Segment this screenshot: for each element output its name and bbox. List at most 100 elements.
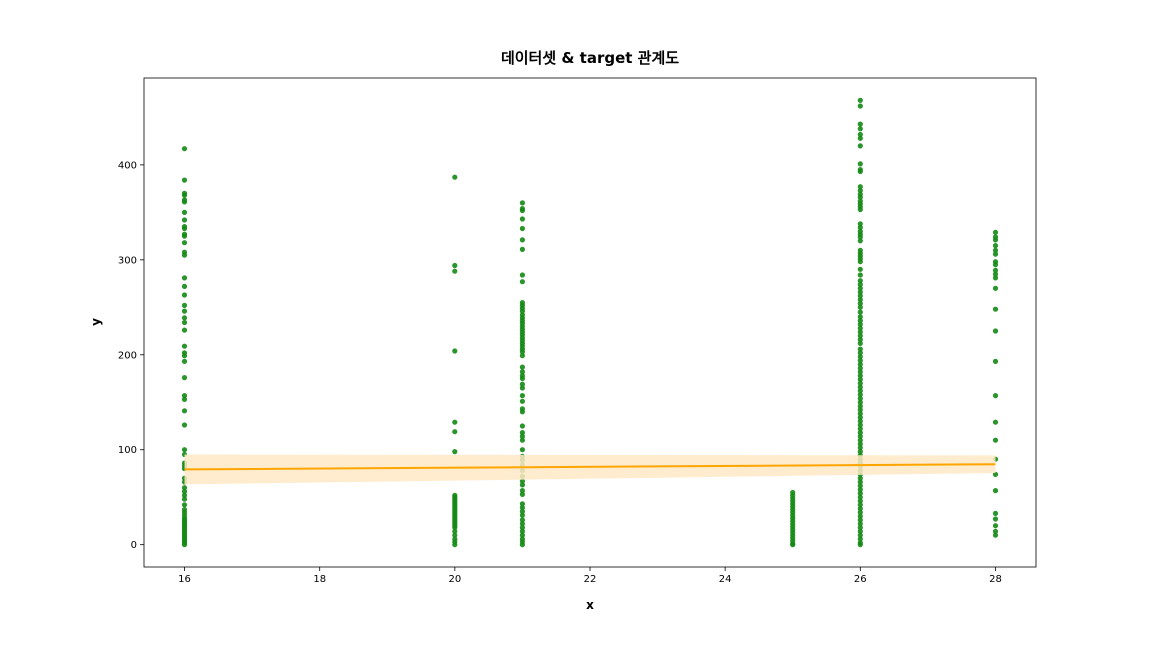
data-point [857, 325, 863, 331]
data-point [857, 224, 863, 231]
data-point [519, 308, 526, 314]
data-point [519, 369, 526, 375]
data-point [181, 233, 188, 239]
data-point [857, 411, 863, 417]
data-point [452, 419, 458, 425]
x-tick-label: 20 [448, 574, 461, 585]
regression-line [184, 463, 996, 471]
data-point [992, 237, 999, 243]
data-point [857, 131, 863, 138]
data-point [857, 392, 863, 398]
data-point [452, 268, 458, 274]
data-point [857, 521, 863, 527]
data-point [857, 430, 863, 436]
data-point [181, 343, 188, 349]
data-point [857, 528, 863, 535]
data-point [857, 346, 863, 352]
data-point [857, 369, 863, 375]
data-point [857, 426, 863, 432]
data-point [857, 509, 863, 515]
data-point [857, 103, 863, 109]
data-point [519, 437, 526, 443]
data-point [519, 207, 526, 214]
y-tick-label: 300 [118, 255, 137, 266]
data-point [857, 498, 863, 504]
data-point [181, 199, 188, 205]
data-point [992, 247, 999, 253]
data-point [519, 246, 526, 252]
data-point [857, 293, 863, 299]
data-point [857, 437, 863, 443]
data-point [857, 542, 863, 548]
data-point [181, 192, 188, 198]
data-point [992, 488, 999, 494]
data-point [181, 393, 188, 399]
data-point [992, 243, 999, 249]
x-tick-label: 18 [313, 574, 326, 585]
data-point [857, 525, 863, 531]
data-point [992, 285, 999, 291]
data-point [519, 353, 526, 359]
data-point [519, 225, 526, 232]
data-point [857, 289, 863, 295]
data-point [452, 429, 458, 435]
data-point [181, 358, 188, 364]
data-point [452, 532, 458, 538]
data-point [452, 174, 458, 180]
data-point [181, 488, 188, 495]
data-point [519, 393, 526, 399]
data-point [519, 398, 526, 404]
data-point [857, 502, 863, 508]
data-point [857, 418, 863, 424]
data-point [857, 490, 863, 496]
data-point [857, 309, 863, 315]
data-point [857, 238, 863, 244]
data-point [857, 337, 863, 343]
data-point [857, 479, 863, 485]
data-point [857, 506, 863, 512]
data-point [992, 471, 999, 477]
data-point [519, 447, 526, 453]
data-point [857, 285, 863, 291]
data-point [992, 267, 999, 273]
y-tick-label: 200 [118, 350, 137, 361]
data-point [857, 365, 863, 371]
data-point [857, 357, 863, 364]
data-point [857, 297, 863, 303]
data-point [857, 272, 863, 278]
x-tick-label: 28 [989, 574, 1002, 585]
data-point [857, 433, 863, 439]
data-point [857, 487, 863, 493]
data-point [857, 445, 863, 451]
data-point [857, 340, 863, 346]
data-point [857, 135, 863, 141]
data-point [857, 329, 863, 335]
data-point [857, 407, 863, 413]
data-point [519, 517, 526, 523]
data-point [857, 161, 863, 167]
data-point [857, 304, 863, 310]
data-point [857, 376, 863, 383]
data-point [857, 318, 863, 324]
data-point [181, 492, 188, 498]
data-point [857, 388, 863, 394]
data-point [857, 517, 863, 523]
data-point [857, 350, 863, 356]
data-point [181, 283, 188, 289]
data-point [181, 225, 188, 232]
data-point [790, 542, 796, 548]
data-point [992, 532, 999, 538]
data-point [519, 349, 526, 355]
data-point [857, 384, 863, 390]
data-point [181, 396, 188, 402]
data-point [181, 422, 188, 428]
y-tick-label: 100 [118, 445, 137, 456]
data-point [181, 302, 188, 308]
data-point [857, 441, 863, 447]
data-point [857, 187, 863, 194]
x-tick-label: 16 [178, 574, 191, 585]
data-point [857, 300, 863, 307]
plot-area: 16 18 20 22 24 26 28 0 100 200 300 400 [118, 77, 1037, 585]
